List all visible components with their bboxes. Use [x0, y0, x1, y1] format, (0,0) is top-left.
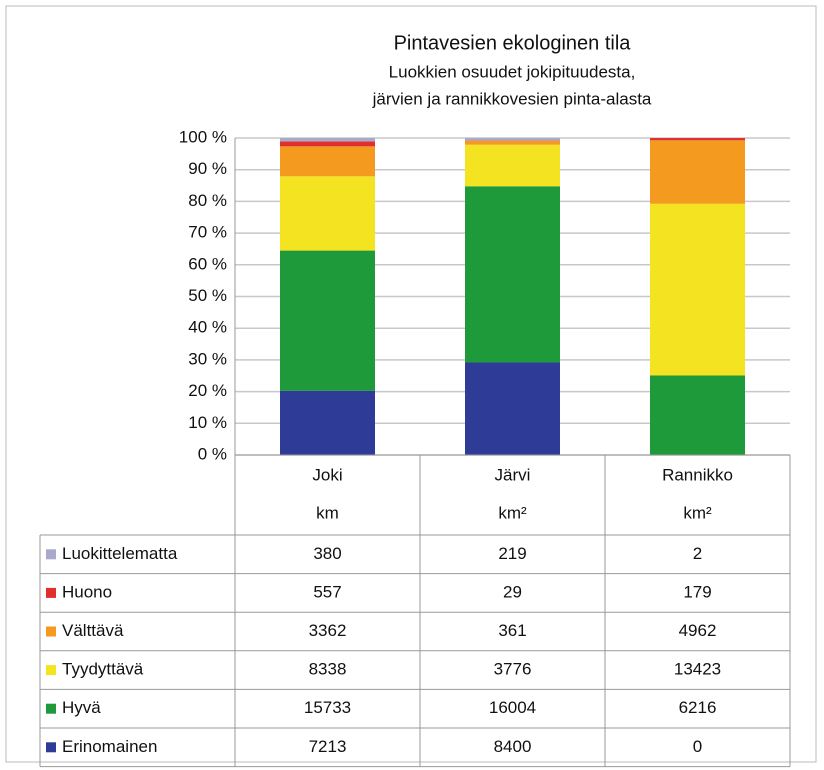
y-tick-label: 30 % [188, 349, 227, 368]
legend-swatch [46, 703, 56, 714]
legend-label: Välttävä [62, 621, 124, 640]
chart-subtitle: Luokkien osuudet jokipituudesta, [389, 62, 636, 81]
y-tick-label: 50 % [188, 286, 227, 305]
y-tick-label: 0 % [198, 444, 227, 463]
table-cell: 4962 [679, 621, 717, 640]
legend-swatch [46, 665, 56, 676]
y-tick-label: 10 % [188, 413, 227, 432]
bar-segment [650, 138, 745, 141]
y-tick-label: 20 % [188, 381, 227, 400]
bar-segment [465, 138, 560, 141]
bar-segment [465, 362, 560, 455]
table-cell: 219 [498, 544, 526, 563]
column-unit: km [316, 503, 339, 522]
y-tick-label: 70 % [188, 223, 227, 242]
table-cell: 29 [503, 582, 522, 601]
y-tick-label: 100 % [179, 127, 227, 146]
bar-segment [650, 140, 745, 204]
legend-label: Tyydyttävä [62, 660, 144, 679]
table-cell: 179 [683, 582, 711, 601]
y-tick-label: 60 % [188, 254, 227, 273]
bar-segment [465, 140, 560, 145]
legend-label: Hyvä [62, 698, 101, 717]
legend-label: Erinomainen [62, 737, 157, 756]
bar-segment [465, 186, 560, 363]
table-cell: 8338 [309, 660, 347, 679]
legend-label: Huono [62, 582, 112, 601]
table-cell: 6216 [679, 698, 717, 717]
bar-segment [280, 146, 375, 177]
table-cell: 8400 [494, 737, 532, 756]
bar-segment [650, 375, 745, 455]
column-unit: km² [498, 503, 527, 522]
bar-segment [280, 176, 375, 251]
table-cell: 557 [313, 582, 341, 601]
legend-swatch [46, 742, 56, 753]
table-cell: 7213 [309, 737, 347, 756]
bar-segment [650, 203, 745, 376]
bar-segment [465, 144, 560, 187]
y-tick-label: 40 % [188, 318, 227, 337]
table-cell: 3776 [494, 660, 532, 679]
bar-segment [280, 141, 375, 147]
legend-swatch [46, 549, 56, 560]
legend-label: Luokittelematta [62, 544, 178, 563]
chart-subtitle: järvien ja rannikkovesien pinta-alasta [372, 89, 652, 108]
column-unit: km² [683, 503, 712, 522]
column-header: Järvi [495, 465, 531, 484]
table-cell: 3362 [309, 621, 347, 640]
table-cell: 0 [693, 737, 702, 756]
table-cell: 380 [313, 544, 341, 563]
column-header: Joki [312, 465, 342, 484]
chart-title: Pintavesien ekologinen tila [394, 32, 632, 54]
y-tick-label: 90 % [188, 159, 227, 178]
legend-swatch [46, 587, 56, 598]
bar-segment [280, 138, 375, 142]
legend-swatch [46, 626, 56, 637]
y-tick-label: 80 % [188, 191, 227, 210]
table-cell: 15733 [304, 698, 351, 717]
table-cell: 361 [498, 621, 526, 640]
table-cell: 16004 [489, 698, 536, 717]
table-cell: 2 [693, 544, 702, 563]
table-cell: 13423 [674, 660, 721, 679]
column-header: Rannikko [662, 465, 733, 484]
bar-segment [280, 250, 375, 391]
bar-segment [280, 390, 375, 455]
